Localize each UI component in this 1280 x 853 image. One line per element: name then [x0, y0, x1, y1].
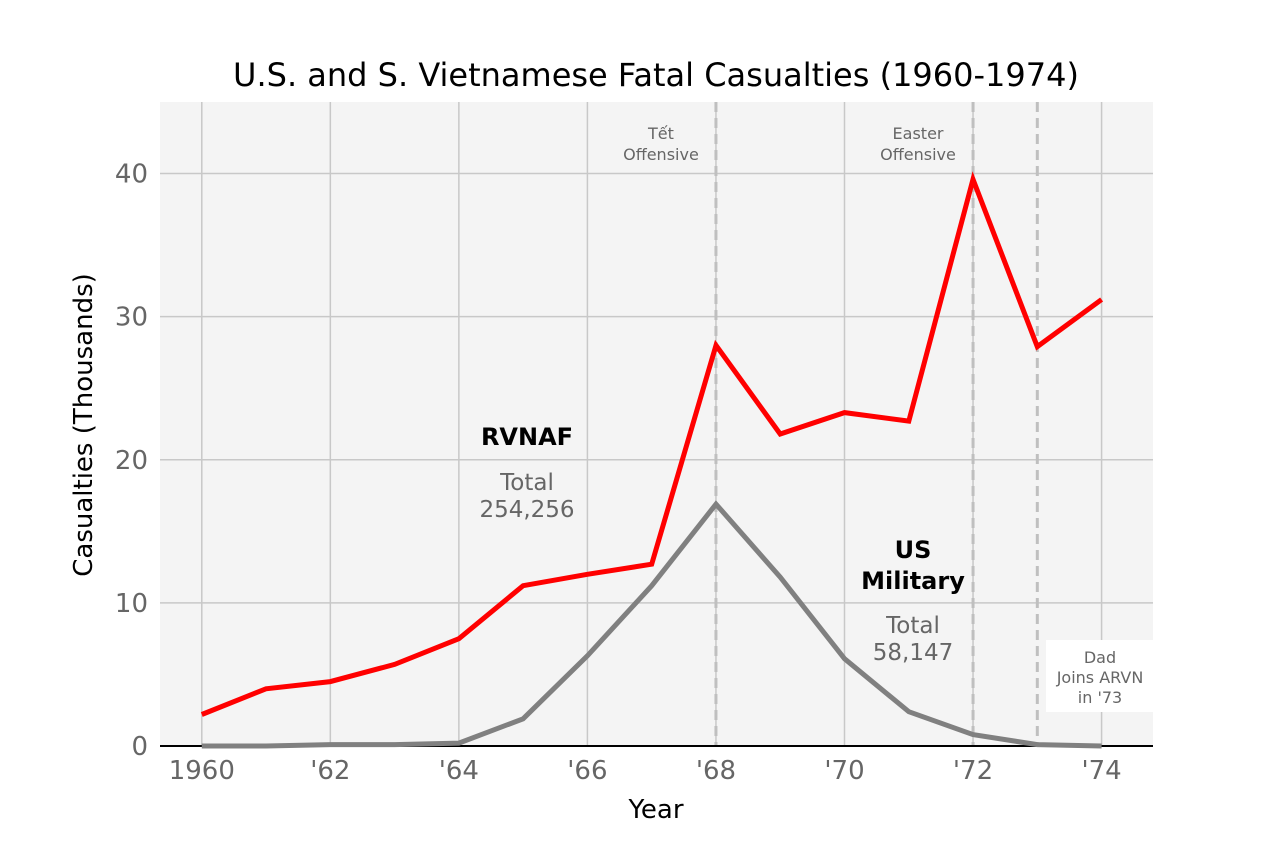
us-total-label: Total	[885, 613, 940, 639]
note-line-2: Joins ARVN	[1056, 668, 1144, 687]
y-tick-label: 10	[115, 589, 148, 619]
y-tick-label: 0	[131, 732, 148, 762]
event-label: Offensive	[880, 145, 956, 164]
event-lines	[714, 102, 1039, 746]
us-series-label-line-2: Military	[861, 567, 965, 595]
x-tick-label: '62	[310, 756, 350, 786]
event-label: Tết	[647, 124, 674, 143]
y-tick-label: 40	[115, 160, 148, 190]
x-tick-label: '72	[953, 756, 993, 786]
event-labels: Tết Offensive Easter Offensive	[623, 124, 956, 164]
rvnaf-total-value: 254,256	[479, 497, 574, 523]
y-tick-label: 20	[115, 446, 148, 476]
x-tick-label: '74	[1081, 756, 1121, 786]
x-tick-labels: 1960 '62 '64 '66 '68 '70 '72 '74	[169, 756, 1122, 786]
x-axis-label: Year	[627, 795, 683, 825]
x-tick-label: '66	[567, 756, 607, 786]
chart-title: U.S. and S. Vietnamese Fatal Casualties …	[233, 56, 1079, 94]
event-label: Easter	[893, 124, 944, 143]
rvnaf-line	[200, 171, 1104, 717]
rvnaf-total-label: Total	[499, 470, 554, 496]
x-tick-label: '70	[824, 756, 864, 786]
us-military-line	[201, 500, 1102, 749]
plot-background	[160, 102, 1153, 746]
x-tick-label: '64	[439, 756, 479, 786]
note-line-3: in '73	[1078, 688, 1122, 707]
x-tick-label: 1960	[169, 756, 235, 786]
y-axis-label: Casualties (Thousands)	[69, 273, 99, 577]
x-tick-label: '68	[696, 756, 736, 786]
series-lines	[200, 171, 1104, 749]
note-background	[1046, 640, 1154, 712]
y-tick-labels: 0 10 20 30 40	[115, 160, 148, 762]
us-series-label-line-1: US	[895, 536, 932, 564]
event-label: Offensive	[623, 145, 699, 164]
note-line-1: Dad	[1084, 648, 1116, 667]
us-total-value: 58,147	[873, 640, 953, 666]
rvnaf-series-label: RVNAF	[481, 423, 573, 451]
y-tick-label: 30	[115, 303, 148, 333]
